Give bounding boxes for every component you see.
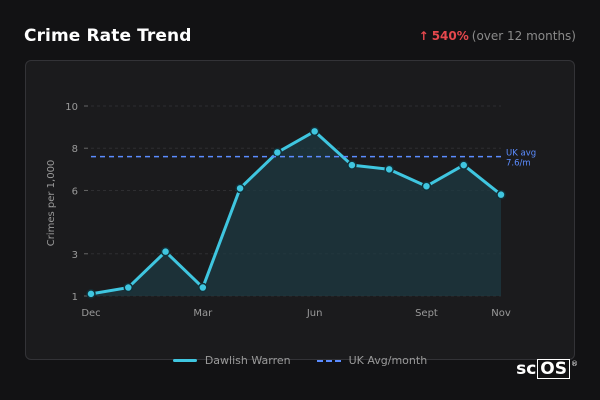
legend-line-swatch [172, 359, 197, 362]
logo-registered-mark: ® [571, 360, 578, 368]
legend-series-label: Dawlish Warren [204, 354, 291, 367]
series-line [89, 129, 503, 296]
x-tick-label: Nov [491, 308, 511, 319]
data-point [160, 246, 171, 257]
logo-os-text: OS [537, 359, 570, 379]
legend-dash-swatch [316, 359, 341, 362]
legend-item-reference: UK Avg/month [316, 354, 428, 367]
data-point [496, 189, 506, 200]
logo-sc-text: sc [516, 359, 537, 379]
x-tick-label: Jun [306, 308, 323, 319]
data-point [86, 289, 96, 299]
up-arrow-icon: ↑ [418, 29, 429, 43]
change-period: (over 12 months) [471, 29, 576, 43]
legend-reference-label: UK Avg/month [348, 354, 428, 367]
data-point [458, 160, 469, 170]
chart-title: Crime Rate Trend [24, 26, 192, 46]
x-tick-label: Dec [81, 308, 100, 319]
change-indicator: ↑ 540% (over 12 months) [419, 29, 576, 43]
data-point [198, 282, 208, 293]
x-tick-label: Mar [193, 308, 213, 319]
y-tick-label: 3 [72, 250, 78, 261]
data-point [123, 282, 134, 293]
data-point [384, 164, 394, 175]
brand-logo: sc OS ® [516, 359, 578, 379]
data-point [235, 183, 245, 194]
reference-value-label: 7.6/m [506, 159, 531, 169]
legend-item-series: Dawlish Warren [172, 354, 291, 367]
chart-legend: Dawlish Warren UK Avg/month [0, 354, 600, 367]
change-percent: 540% [431, 29, 469, 43]
data-point [347, 160, 357, 170]
y-tick-label: 8 [72, 144, 78, 155]
y-tick-label: 6 [72, 186, 78, 197]
y-tick-label: 1 [72, 292, 78, 303]
data-point [309, 126, 320, 137]
reference-label: UK avg [506, 149, 536, 159]
series-area [91, 131, 501, 296]
y-axis-label: Crimes per 1,000 [46, 160, 57, 247]
y-tick-label: 10 [65, 102, 78, 113]
x-tick-label: Sept [415, 308, 438, 319]
data-point [421, 181, 432, 191]
data-point [272, 147, 283, 158]
